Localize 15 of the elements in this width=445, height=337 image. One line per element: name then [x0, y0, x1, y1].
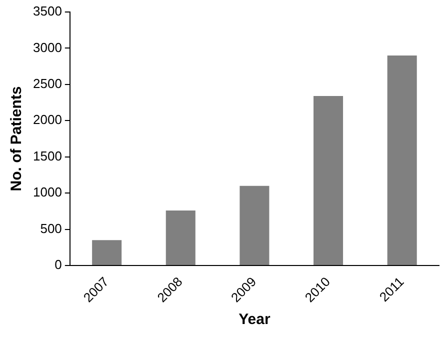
y-tick-label: 2000: [33, 112, 62, 128]
y-tick-label: 2500: [33, 76, 62, 92]
x-axis-title: Year: [238, 311, 270, 328]
y-tick-label: 500: [40, 220, 62, 236]
bar: [314, 96, 344, 266]
bar: [92, 240, 122, 266]
y-tick-label: 0: [54, 257, 62, 272]
y-tick-label: 1500: [33, 148, 62, 164]
bar: [240, 186, 270, 266]
y-tick-label: 3000: [33, 40, 62, 55]
bar: [387, 55, 417, 266]
y-tick-label: 1000: [33, 184, 62, 200]
bar: [166, 210, 196, 266]
y-tick-label: 3500: [33, 4, 62, 19]
y-axis-title: No. of Patients: [8, 86, 26, 192]
